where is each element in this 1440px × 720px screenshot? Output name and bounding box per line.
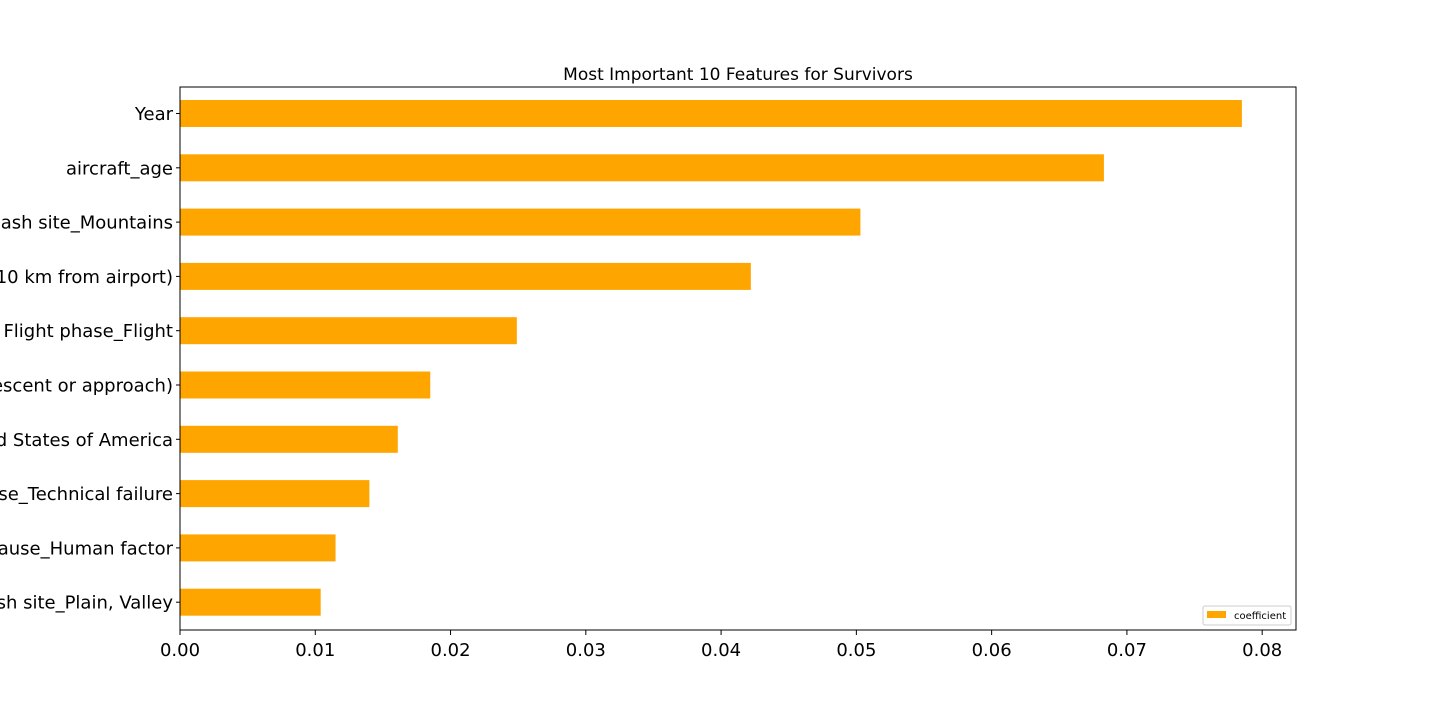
x-tick-label-3: 0.02: [431, 640, 471, 661]
y-tick-label-4: 10 km from airport): [0, 267, 173, 288]
legend-box: [1202, 605, 1292, 626]
bar-9: [180, 534, 336, 562]
x-tick-label-8: 0.07: [1107, 640, 1147, 661]
bar-5: [180, 317, 517, 345]
legend: coefficient: [1202, 605, 1292, 626]
bar-10: [180, 588, 321, 616]
legend-swatch-coefficient: [1207, 611, 1226, 618]
x-tick-label-9: 0.08: [1242, 640, 1282, 661]
x-ticks-group: 0.00 0.01 0.02 0.03 0.04 0.05 0.06 0.07 0.08: [160, 630, 1282, 661]
chart-title: Most Important 10 Features for Survivors: [563, 65, 913, 85]
x-tick-label-6: 0.05: [836, 640, 876, 661]
x-tick-label-1: 0.00: [160, 640, 200, 661]
plot-area-frame: [179, 86, 1297, 631]
x-tick-label-4: 0.03: [566, 640, 606, 661]
y-tick-label-6: escent or approach): [0, 376, 173, 397]
bar-4: [180, 262, 751, 290]
bar-7: [180, 425, 398, 453]
y-tick-label-8: se_Technical failure: [0, 484, 173, 505]
bar-6: [180, 371, 431, 399]
y-tick-label-9: ause_Human factor: [0, 538, 174, 559]
bar-8: [180, 480, 370, 508]
bar-2: [180, 154, 1104, 182]
y-tick-label-10: sh site_Plain, Valley: [0, 593, 173, 614]
y-tick-label-3: ash site_Mountains: [1, 213, 173, 234]
y-tick-label-5: Flight phase_Flight: [3, 321, 173, 342]
bar-3: [180, 208, 861, 236]
bars-group: [180, 100, 1242, 616]
x-tick-label-5: 0.04: [701, 640, 741, 661]
y-tick-label-1: Year: [134, 104, 174, 125]
legend-label-coefficient: coefficient: [1234, 611, 1286, 622]
y-tick-label-7: d States of America: [0, 430, 173, 451]
bar-1: [180, 100, 1242, 127]
x-tick-label-7: 0.06: [972, 640, 1012, 661]
y-tick-label-2: aircraft_age: [66, 158, 173, 179]
x-tick-label-2: 0.01: [295, 640, 335, 661]
